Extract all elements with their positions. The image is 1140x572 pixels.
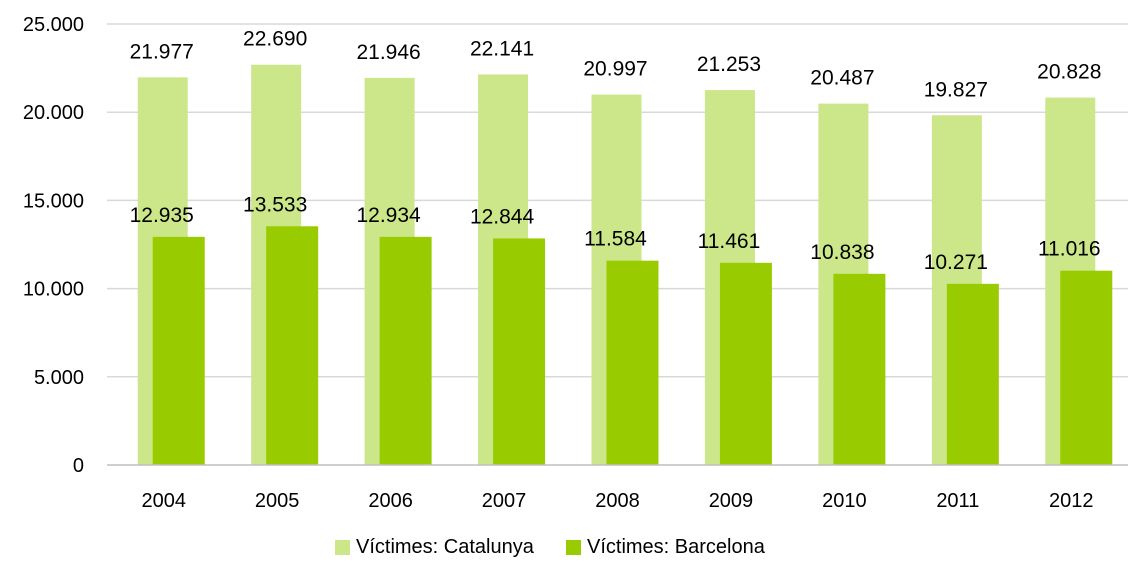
x-tick-label: 2012 [1049,490,1094,512]
legend-swatch-barcelona [566,540,581,555]
data-label-barcelona: 11.016 [1038,238,1101,261]
y-tick-label: 25.000 [23,14,84,36]
data-label-barcelona: 10.838 [810,241,874,264]
data-labels: 21.977 12.935 22.690 13.533 21.946 12.934 22.1… [130,28,1102,274]
data-label-barcelona: 12.935 [130,204,194,227]
data-label-catalunya: 22.690 [243,28,307,51]
data-label-catalunya: 21.946 [356,41,420,64]
data-label-catalunya: 20.997 [583,58,647,81]
bar-barcelona [152,236,205,465]
data-label-barcelona: 11.461 [698,230,761,253]
y-tick-label: 10.000 [23,279,84,301]
y-tick-label: 5.000 [34,367,84,389]
data-label-catalunya: 22.141 [470,37,534,60]
x-tick-label: 2010 [822,490,867,512]
legend-item-barcelona: Víctimes: Barcelona [566,536,765,559]
legend-label-catalunya: Víctimes: Catalunya [356,536,534,558]
data-label-barcelona: 10.271 [924,251,988,274]
x-tick-label: 2009 [709,490,754,512]
bar-barcelona [946,283,999,465]
data-label-catalunya: 21.977 [130,40,194,63]
data-label-barcelona: 11.584 [584,228,647,251]
x-axis: 2004 2005 2006 2007 2008 2009 2010 2011 2012 [107,464,1128,512]
legend: Víctimes: Catalunya Víctimes: Barcelona [0,536,1140,566]
bar-barcelona [493,238,546,465]
x-tick-label: 2005 [255,490,300,512]
x-tick-label: 2006 [368,490,413,512]
bar-barcelona [833,273,886,465]
y-tick-label: 15.000 [23,190,84,212]
data-label-catalunya: 20.828 [1037,61,1101,84]
legend-swatch-catalunya [335,540,350,555]
y-tick-label: 0 [73,455,84,477]
data-label-barcelona: 12.844 [470,205,535,228]
bar-barcelona [719,262,772,465]
data-label-catalunya: 21.253 [697,53,761,76]
legend-label-barcelona: Víctimes: Barcelona [587,536,765,558]
x-tick-label: 2004 [141,490,186,512]
bar-barcelona [606,260,659,465]
data-label-catalunya: 19.827 [924,78,988,101]
data-label-barcelona: 12.934 [356,204,421,227]
bar-barcelona [1060,270,1113,465]
y-tick-label: 20.000 [23,102,84,124]
legend-item-catalunya: Víctimes: Catalunya [335,536,534,559]
x-tick-label: 2007 [482,490,527,512]
bars [137,64,1113,466]
x-tick-label: 2011 [936,490,979,512]
bar-barcelona [379,236,432,465]
bar-barcelona [266,226,319,465]
x-tick-label: 2008 [595,490,640,512]
data-label-catalunya: 20.487 [810,67,874,90]
data-label-barcelona: 13.533 [243,193,307,216]
y-axis: 0 5.000 10.000 15.000 20.000 25.000 [23,14,84,477]
